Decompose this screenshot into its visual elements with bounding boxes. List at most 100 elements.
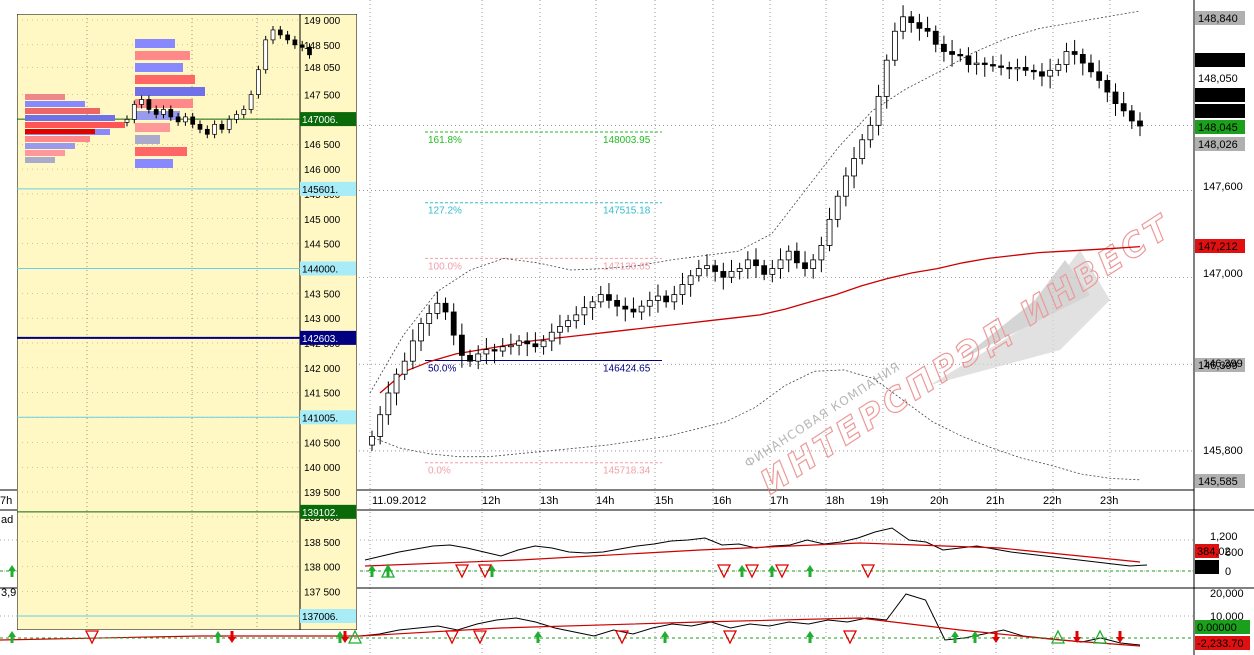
inset-level-label: 141005. <box>302 413 338 424</box>
candle-body <box>1120 103 1127 112</box>
candle-body <box>1006 67 1013 70</box>
up-arrow-icon <box>336 631 344 637</box>
up-arrow-icon <box>806 631 814 637</box>
profile-bar-right <box>135 87 205 96</box>
candle-body <box>557 326 563 333</box>
down-triangle-icon <box>477 564 493 579</box>
inset-level-box <box>300 112 356 127</box>
time-label: 16h <box>713 495 731 507</box>
fib-price-label: 148003.95 <box>603 135 651 146</box>
profile-bar-right <box>135 75 195 84</box>
candle-body <box>867 124 874 141</box>
candle-body <box>458 334 465 356</box>
inset-candle-body <box>190 116 196 125</box>
inset-candle-body <box>139 99 144 105</box>
up-arrow-icon <box>490 571 494 577</box>
candle-body <box>638 305 645 313</box>
down-triangle-icon <box>774 564 790 579</box>
moving-average-line <box>379 245 1141 394</box>
profile-bar <box>25 143 75 149</box>
up-triangle-icon <box>1092 629 1108 644</box>
up-arrow-icon <box>808 571 812 577</box>
down-triangle-icon <box>614 630 630 645</box>
profile-poc-bar <box>25 129 95 134</box>
time-label: 22h <box>1043 495 1061 507</box>
candle-body <box>434 302 441 314</box>
candle-body <box>965 55 972 65</box>
ind1-box-label: 222 <box>1197 562 1215 574</box>
time-label: 17h <box>770 495 788 507</box>
profile-bar <box>25 122 125 128</box>
inset-tick-label: 140 000 <box>304 463 341 474</box>
candle-body <box>655 295 661 301</box>
price-box <box>1195 88 1245 102</box>
candle-body <box>1096 71 1103 81</box>
time-label: 18h <box>826 495 844 507</box>
profile-bar-right <box>135 111 180 120</box>
price-box-label: 148,050 <box>1198 106 1238 118</box>
price-box-label: 148,050 <box>1198 73 1238 85</box>
fib-pct-label: 0.0% <box>428 466 451 477</box>
fib-price-label: 147515.18 <box>603 206 651 217</box>
ind2-tick-label: 20,000 <box>1210 588 1244 600</box>
candle-body <box>736 268 743 272</box>
profile-bar <box>25 101 85 107</box>
candle-body <box>859 139 866 159</box>
inset-candle-body <box>219 124 225 130</box>
inset-level-label: 139102. <box>302 508 338 519</box>
candle-body <box>663 295 670 303</box>
price-box-label: 148,050 <box>1198 55 1238 67</box>
candle-body <box>1063 51 1070 65</box>
candle-body <box>810 259 817 269</box>
up-arrow-icon <box>768 565 776 571</box>
candle-body <box>973 62 980 65</box>
candle-body <box>409 340 416 362</box>
up-arrow-icon <box>770 571 774 577</box>
inset-level-box <box>300 410 356 425</box>
inset-candle-body <box>270 29 276 41</box>
down-triangle-icon <box>744 564 760 579</box>
candle-body <box>1039 71 1045 77</box>
inset-level-box <box>300 181 356 196</box>
price-box <box>1195 104 1245 118</box>
inset-candle-body <box>197 124 203 130</box>
candle-body <box>516 340 522 346</box>
price-box-label: 146,399 <box>1198 360 1238 372</box>
candle-body <box>581 307 588 316</box>
candle-body <box>998 65 1005 68</box>
candle-body <box>442 302 449 313</box>
inset-candle-body <box>131 104 137 120</box>
profile-bar-right <box>135 123 170 132</box>
up-arrow-icon <box>386 571 390 577</box>
candle-body <box>1104 80 1111 93</box>
inset-candle-body <box>168 109 174 118</box>
ind1-signal-line <box>364 542 1141 567</box>
inset-level-label: 142603. <box>302 334 338 345</box>
up-arrow-icon <box>738 565 746 571</box>
up-arrow-icon <box>953 637 957 643</box>
down-arrow-icon <box>230 631 234 637</box>
candle-body <box>499 346 506 352</box>
inset-candle-body <box>241 109 247 115</box>
candle-body <box>793 250 800 264</box>
up-arrow-icon <box>663 637 667 643</box>
time-label: 21h <box>986 495 1004 507</box>
inset-tick-label: 147 500 <box>304 91 341 102</box>
inset-candle-body <box>285 34 290 41</box>
up-arrow-icon <box>338 637 342 643</box>
indicator1-label: ad <box>1 514 13 526</box>
time-label: 11.09.2012 <box>372 495 426 507</box>
candle-body <box>826 218 833 246</box>
inset-tick-label: 142 000 <box>304 364 341 375</box>
price-box <box>1195 239 1245 253</box>
inset-tick-label: 146 000 <box>304 165 341 176</box>
price-axis: 148,840 148,050 148,050 148,050 148,050 148,0… <box>1195 11 1245 488</box>
candle-body <box>1071 51 1078 55</box>
candle-body <box>883 59 890 97</box>
up-arrow-icon <box>806 565 814 571</box>
candle-body <box>548 331 555 342</box>
profile-bar <box>25 108 100 114</box>
down-arrow-icon <box>1116 637 1124 643</box>
fib-pct-label: 100.0% <box>428 261 462 272</box>
price-tick-label: 147,600 <box>1203 181 1243 193</box>
